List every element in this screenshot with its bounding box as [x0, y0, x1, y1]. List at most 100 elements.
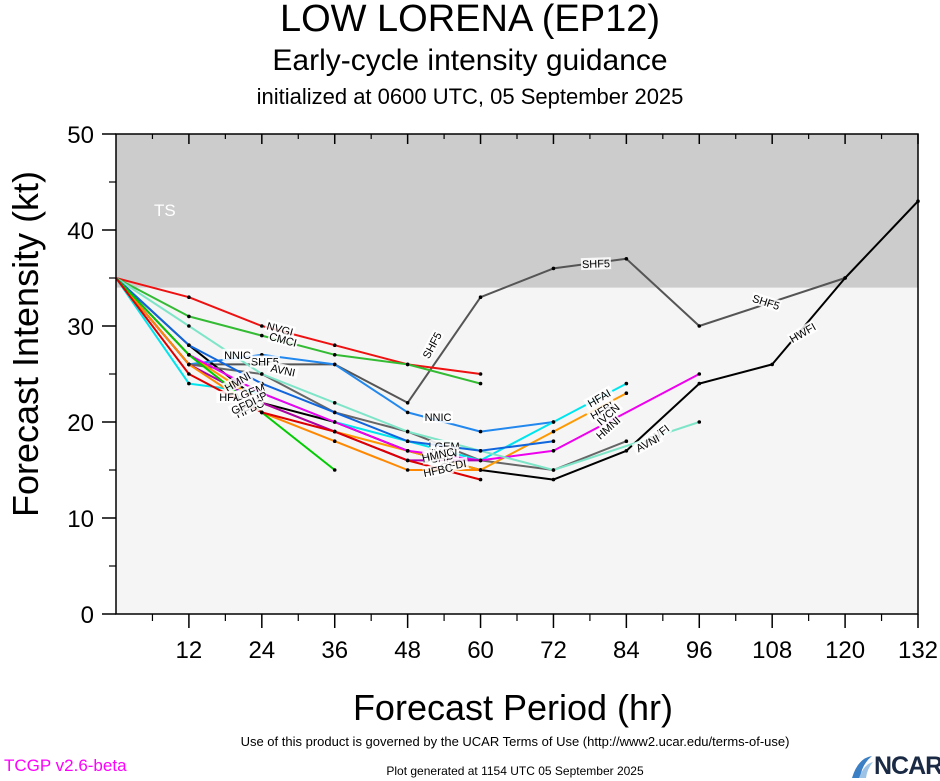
data-point [478, 477, 483, 482]
series-line [115, 277, 627, 462]
x-tick-label: 60 [467, 637, 494, 664]
data-point [478, 372, 483, 376]
data-point [697, 420, 702, 424]
terms-of-use-notice: Use of this product is governed by the U… [240, 734, 790, 749]
ncar-logo-icon [852, 756, 873, 778]
series-label-bg [419, 329, 445, 362]
series-label-text: SHF5 [582, 258, 611, 271]
data-point [332, 468, 337, 472]
data-point [551, 468, 556, 472]
ncar-logo-text: NCAR [874, 752, 940, 780]
data-point [624, 381, 629, 386]
data-point [770, 362, 774, 367]
data-point [187, 295, 191, 300]
data-point [187, 314, 191, 319]
series-label-bg [423, 411, 454, 424]
series-label-bg [580, 257, 612, 271]
series-label-bg [422, 461, 454, 479]
data-point [551, 420, 556, 424]
series-label-bg [592, 413, 624, 443]
series-hmni [115, 277, 702, 472]
data-point [697, 372, 702, 376]
data-point [624, 449, 629, 453]
series-label: SHF5 [580, 257, 612, 271]
data-point [624, 439, 629, 444]
x-tick-label: 96 [686, 637, 713, 664]
data-point [332, 429, 337, 434]
series-label: AVNI [267, 361, 300, 380]
data-point [405, 401, 410, 405]
data-point [332, 353, 337, 357]
series-label-bg [586, 397, 619, 424]
x-tick-label: 36 [321, 637, 348, 664]
series-label-bg [233, 381, 266, 404]
data-point [624, 391, 629, 396]
version-label: TCGP v2.6-beta [4, 756, 127, 775]
series-label: NNIC [222, 348, 253, 362]
series-line [115, 277, 627, 471]
series-label-bg [422, 445, 454, 464]
series-gfdi [115, 277, 483, 482]
data-point [187, 343, 191, 348]
data-point [478, 458, 483, 463]
data-point [187, 353, 191, 357]
chart-init-time: initialized at 0600 UTC, 05 September 20… [256, 84, 684, 109]
data-point [551, 429, 556, 434]
x-tick-label: 48 [394, 637, 421, 664]
data-point [332, 410, 337, 415]
data-point [405, 458, 410, 463]
ncar-logo: NCAR [850, 752, 940, 780]
x-tick-label: 108 [752, 637, 792, 664]
data-point [260, 333, 264, 338]
x-axis-title: Forecast Period (hr) [353, 687, 673, 728]
data-point [551, 449, 556, 453]
data-point [332, 362, 337, 367]
series-line [115, 277, 700, 471]
data-point [624, 257, 629, 261]
series-label-bg [786, 320, 819, 346]
data-point [405, 449, 410, 453]
data-point [405, 410, 410, 415]
data-point [478, 449, 483, 453]
y-tick-label: 20 [67, 410, 94, 437]
data-point [478, 429, 483, 434]
data-point [551, 439, 556, 444]
series-line [115, 277, 481, 385]
data-point [332, 420, 337, 424]
y-tick-label: 50 [67, 122, 94, 149]
data-point [478, 468, 483, 472]
series-line [115, 277, 481, 471]
x-tick-label: 72 [540, 637, 567, 664]
y-tick-label: 10 [67, 506, 94, 533]
data-point [187, 381, 191, 386]
chart-subtitle: Early-cycle intensity guidance [272, 44, 668, 77]
data-point [551, 266, 556, 271]
generated-timestamp: Plot generated at 1154 UTC 05 September … [386, 764, 644, 778]
series-label-bg [222, 348, 253, 361]
data-point [260, 324, 264, 328]
x-tick-label: 132 [898, 637, 938, 664]
data-point [478, 381, 483, 386]
series-line [115, 277, 481, 481]
x-tick-label: 84 [613, 637, 640, 664]
y-tick-label: 30 [67, 314, 94, 341]
data-point [843, 276, 847, 280]
series-label-bg [227, 393, 260, 418]
data-point [405, 429, 410, 434]
data-point [260, 410, 264, 415]
data-point [551, 477, 556, 482]
tropical-storm-band [116, 134, 918, 288]
data-point [260, 372, 264, 376]
data-point [187, 324, 191, 328]
data-point [332, 343, 337, 348]
series-label-bg [631, 430, 664, 456]
series-line [115, 277, 481, 375]
series-label-bg [221, 368, 254, 395]
x-tick-label: 120 [825, 637, 865, 664]
series-label-bg [264, 319, 297, 339]
x-tick-label: 24 [248, 637, 275, 664]
data-point [405, 468, 410, 472]
data-point [187, 362, 191, 367]
series-cmci [115, 277, 483, 386]
